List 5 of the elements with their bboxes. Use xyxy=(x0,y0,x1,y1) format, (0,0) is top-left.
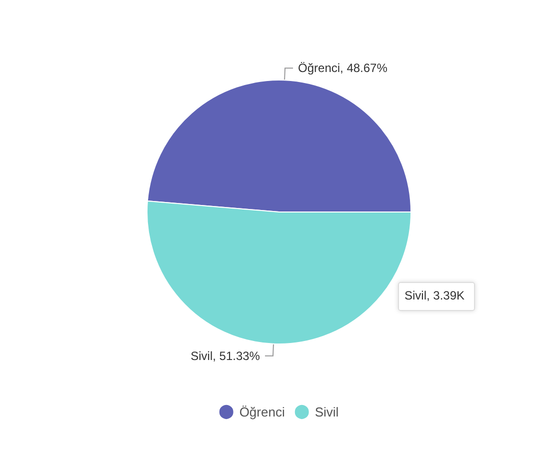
text: Sivil, 3.39K xyxy=(404,288,465,302)
legend-label: Sivil xyxy=(314,404,339,420)
data-label: Öğrenci, 48.67% xyxy=(298,61,388,76)
legend-label: Öğrenci xyxy=(239,404,285,420)
data-label: Sivil, 51.33% xyxy=(190,348,260,363)
